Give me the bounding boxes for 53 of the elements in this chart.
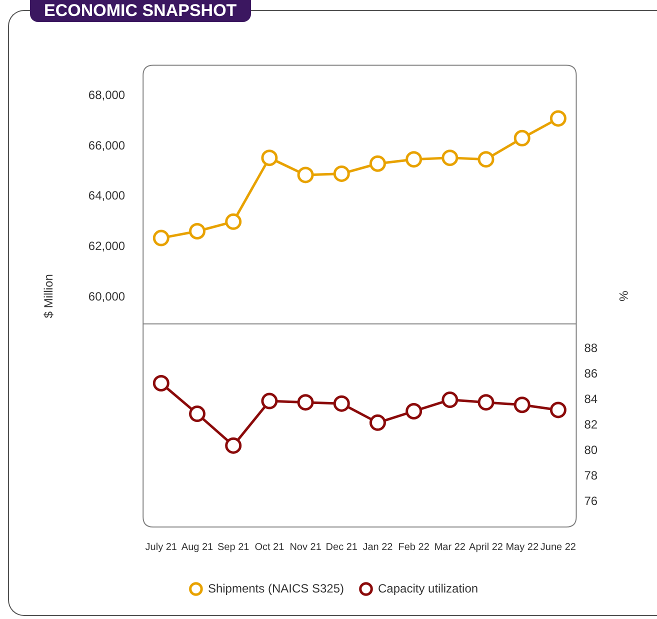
point	[152, 374, 170, 392]
point	[514, 396, 530, 414]
y-axis-title: $ Million	[42, 274, 56, 318]
x-tick-label: Sep 21	[217, 542, 250, 553]
x-tick-label: Nov 21	[290, 542, 322, 553]
y-tick-label: 62,000	[88, 239, 126, 254]
y-tick-label: 64,000	[88, 188, 126, 203]
y-tick-label: 66,000	[88, 138, 126, 152]
point	[478, 151, 494, 168]
point	[550, 402, 566, 418]
x-tick-label: Dec 21	[326, 542, 358, 553]
point	[261, 150, 278, 166]
x-tick-label: Mar 22	[434, 542, 466, 553]
y2-tick-label: 76	[584, 494, 598, 508]
x-tick-label: May 22	[506, 542, 539, 553]
point	[188, 406, 206, 422]
point	[225, 437, 242, 454]
x-tick-label: June 22	[540, 542, 576, 553]
x-tick-label: Aug 21	[181, 542, 214, 553]
y2-tick-label: 78	[584, 468, 598, 482]
x-tick-label: Feb 22	[398, 542, 430, 553]
x-tick-label: April 22	[469, 542, 504, 553]
x-tick-label: Jan 22	[362, 542, 394, 553]
y2-tick-label: 80	[584, 442, 598, 457]
point	[297, 166, 314, 184]
x-tick-label: July 21	[145, 542, 178, 553]
chart-title: ECONOMIC SNAPSHOT	[30, 0, 251, 22]
point	[297, 394, 314, 411]
y2-tick-label: 84	[584, 392, 598, 406]
point	[514, 130, 530, 146]
legend-label: Shipments (NAICS S325)	[208, 581, 344, 596]
point	[442, 150, 458, 166]
y-tick-label: 60,000	[88, 290, 126, 304]
point	[442, 392, 458, 408]
y2-tick-label: 82	[584, 418, 598, 432]
point	[478, 394, 494, 411]
point	[550, 110, 566, 127]
point	[152, 230, 170, 246]
point	[333, 165, 350, 182]
x-tick-label: Oct 21	[254, 542, 285, 553]
y2-tick-label: 88	[584, 341, 598, 356]
point	[406, 402, 422, 420]
point	[333, 395, 350, 412]
point	[225, 213, 242, 230]
point	[188, 222, 206, 240]
y2-tick-label: 86	[584, 366, 598, 381]
y2-axis-title: %	[616, 290, 630, 302]
point	[406, 151, 422, 168]
point	[369, 414, 386, 431]
point	[261, 392, 278, 410]
legend-label: Capacity utilization	[378, 581, 478, 596]
point	[369, 155, 386, 172]
y-tick-label: 68,000	[88, 88, 126, 102]
